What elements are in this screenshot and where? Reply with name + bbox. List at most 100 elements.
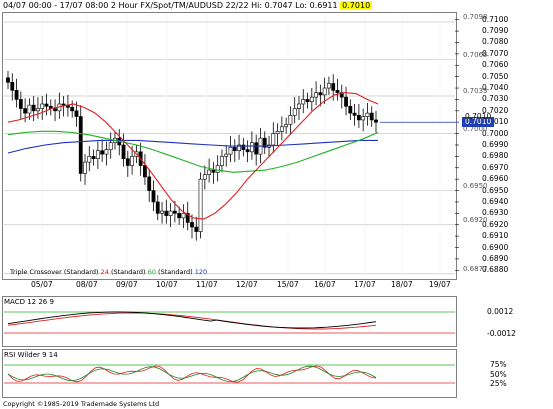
candle-body — [53, 108, 57, 112]
candle-body — [108, 142, 113, 150]
date-label: 08/07 — [76, 280, 98, 289]
candle-body — [207, 169, 212, 175]
date-label: 12/07 — [236, 280, 258, 289]
candle-body — [348, 105, 353, 114]
candle-body — [339, 92, 344, 98]
candle-body — [168, 210, 173, 216]
price-axis-label: 0.6980 — [482, 151, 509, 161]
legend-p2: 60 — [147, 268, 156, 276]
candle-body — [130, 156, 134, 166]
candle-body — [70, 107, 75, 112]
candle-body — [14, 90, 19, 100]
candle-body — [314, 92, 318, 98]
candle-body — [44, 103, 49, 107]
candle-body — [288, 115, 293, 125]
candle-body — [237, 144, 241, 151]
candle-body — [241, 144, 246, 150]
macd-line — [7, 311, 377, 329]
price-axis-label: 0.7060 — [482, 60, 509, 70]
candle-body — [228, 146, 233, 155]
candle-body — [177, 213, 182, 219]
header-interval: 2 Hour — [110, 1, 138, 10]
rsi-level-50: 50% — [490, 370, 507, 379]
candle-body — [297, 103, 301, 109]
candle-body — [331, 83, 336, 91]
candle-body — [309, 96, 314, 103]
candle-body — [232, 146, 237, 151]
current-price-level-label: 0.7010 — [465, 112, 492, 122]
candle-body — [365, 112, 370, 117]
ma-legend: Triple Crossover (Standard) 24 (Standard… — [10, 268, 207, 276]
header-hi: Hi: 0.7047 — [251, 1, 293, 10]
rsi-level-25: 25% — [490, 379, 507, 388]
candle-body — [36, 108, 40, 112]
date-label: 09/07 — [116, 280, 138, 289]
candle-body — [284, 124, 289, 128]
candle-body — [151, 190, 156, 203]
candle-body — [250, 142, 254, 153]
candle-body — [275, 131, 280, 134]
current-price-badge: 0.7010 — [462, 117, 495, 128]
candle-body — [262, 137, 267, 148]
rsi-line-9 — [7, 365, 377, 383]
date-label: 16/07 — [314, 280, 336, 289]
rsi-line-14 — [7, 365, 377, 383]
candle-body — [271, 133, 276, 146]
macd-title: MACD 12 26 9 — [4, 298, 54, 306]
ma120-line — [7, 139, 378, 154]
candle-body — [18, 99, 23, 109]
candle-body — [40, 103, 45, 109]
candle-body — [74, 110, 79, 117]
candle-body — [224, 153, 229, 157]
candle-body — [31, 104, 36, 112]
rsi-level-75: 75% — [490, 360, 507, 369]
rsi-pane[interactable] — [2, 349, 457, 398]
price-axis-label: 0.6910 — [482, 231, 509, 241]
price-axis-label: 0.7100 — [482, 14, 509, 24]
candle-body — [104, 149, 109, 155]
header-lo: Lo: 0.6911 — [295, 1, 338, 10]
price-axis-label: 0.6960 — [482, 174, 509, 184]
candle-body — [10, 82, 15, 91]
chart-header: 04/07 00:00 - 17/07 08:00 2 Hour FX/Spot… — [3, 1, 373, 10]
date-label: 11/07 — [196, 280, 218, 289]
candle-body — [190, 222, 194, 228]
date-label: 05/07 — [31, 280, 53, 289]
candle-body — [121, 144, 126, 159]
copyright: Copyright ©1985-2019 Trademade Systems L… — [3, 400, 160, 408]
candle-body — [220, 156, 224, 166]
level-label: 0.6877 — [463, 264, 488, 273]
candle-body — [95, 150, 100, 159]
price-axis-label: 0.6890 — [482, 253, 509, 263]
price-axis-label: 0.7030 — [482, 94, 509, 104]
candle-body — [305, 99, 310, 103]
candle-body — [143, 165, 147, 178]
header-last-price: 0.7010 — [340, 1, 373, 10]
price-axis-label: 0.7090 — [482, 26, 509, 36]
header-range: 04/07 00:00 - 17/07 08:00 — [3, 1, 109, 10]
price-axis-label: 0.6880 — [482, 265, 509, 275]
candle-body — [356, 115, 361, 121]
ma24-line — [7, 92, 379, 220]
candle-body — [254, 142, 259, 155]
legend-p1: 24 — [100, 268, 109, 276]
level-label: 0.6950 — [463, 181, 488, 190]
candle-body — [198, 178, 203, 232]
price-axis-label: 0.6970 — [482, 162, 509, 172]
candle-body — [91, 156, 96, 159]
candle-body — [78, 116, 83, 174]
candle-body — [155, 201, 160, 214]
ma60-line — [7, 130, 379, 173]
candle-body — [301, 99, 306, 105]
date-label: 17/07 — [354, 280, 376, 289]
candle-body — [318, 92, 323, 96]
candle-body — [23, 108, 28, 114]
candle-body — [245, 149, 250, 153]
candle-body — [100, 150, 105, 155]
level-label: 0.7065 — [463, 50, 488, 59]
candle-body — [172, 210, 177, 214]
candle-body — [335, 90, 340, 93]
candle-body — [202, 174, 207, 180]
